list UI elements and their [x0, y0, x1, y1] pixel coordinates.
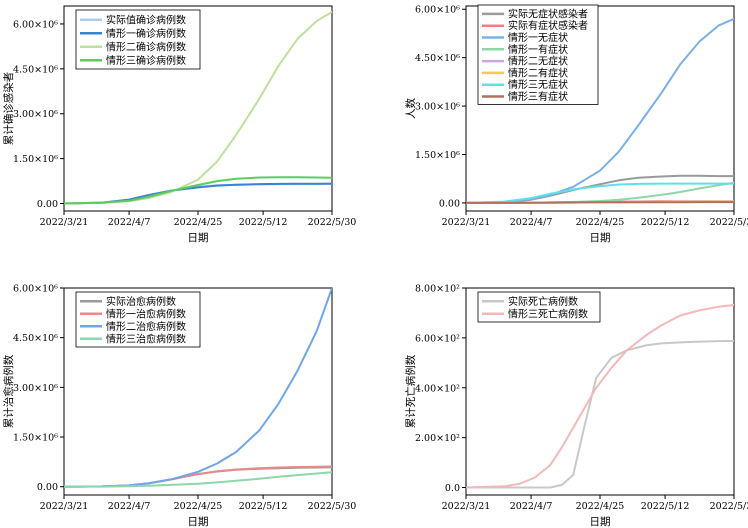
x-axis-title: 日期: [590, 232, 611, 244]
legend-entry: 情形三死亡病例数: [508, 307, 588, 320]
chart-panel-3: 0.00 1.50×10⁶ 3.00×10⁶ 4.50×10⁶ 6.00×10⁶ 2022…: [2, 284, 356, 528]
y-axis-title: 累计确诊感染者: [2, 72, 15, 146]
y-tick-label: 8.00×10²: [415, 284, 460, 295]
x-tick-label: 2022/4/7: [510, 501, 553, 512]
x-tick-label: 2022/5/30: [710, 501, 748, 512]
x-tick-label: 2022/4/25: [174, 501, 223, 512]
series-group: [64, 288, 332, 488]
y-tick-label: 1.50×10⁶: [13, 154, 58, 165]
x-tick-label: 2022/3/21: [442, 501, 491, 512]
legend-entry: 实际治愈病例数: [106, 295, 176, 308]
y-tick-label: 0.0: [445, 483, 460, 494]
x-tick-label: 2022/4/25: [576, 501, 625, 512]
x-tick-label: 2022/5/30: [710, 217, 748, 228]
legend-entry: 情形二无症状: [508, 55, 568, 68]
y-tick-label: 6.00×10⁶: [13, 19, 58, 30]
y-tick-label: 6.00×10²: [415, 333, 460, 344]
y-axis-title: 累计死亡病例数: [404, 354, 417, 428]
series-group: [466, 17, 734, 204]
y-tick-label: 4.50×10⁶: [13, 64, 58, 75]
legend-entry: 情形一治愈病例数: [106, 307, 186, 320]
legend-entry: 实际值确诊病例数: [106, 13, 186, 26]
series-line: [64, 182, 332, 205]
chart-panel-4: 0.0 2.00×10² 4.00×10² 6.00×10² 8.00×10² 2022/…: [404, 284, 748, 528]
x-axis-title: 日期: [590, 516, 611, 528]
legend-entry: 情形二确诊病例数: [106, 40, 186, 53]
y-tick-label: 1.50×10⁶: [13, 433, 58, 444]
legend-entry: 情形三治愈病例数: [106, 332, 186, 345]
legend-box: [477, 291, 601, 323]
x-tick-label: 2022/4/7: [108, 501, 151, 512]
x-tick-label: 2022/5/12: [641, 217, 690, 228]
series-group: [466, 304, 734, 489]
y-tick-label: 3.00×10⁶: [13, 109, 58, 120]
legend-entry: 实际无症状感染者: [508, 7, 588, 20]
y-tick-label: 4.50×10⁶: [415, 53, 460, 64]
series-line: [466, 304, 734, 489]
y-tick-label: 3.00×10⁶: [415, 102, 460, 113]
series-line: [466, 339, 734, 489]
series-line: [466, 182, 734, 204]
x-tick-label: 2022/5/12: [641, 501, 690, 512]
x-tick-label: 2022/4/7: [510, 217, 553, 228]
x-axis-title: 日期: [188, 516, 209, 528]
y-axis-title: 人数: [404, 98, 417, 119]
y-tick-label: 2.00×10²: [415, 433, 460, 444]
y-tick-label: 0.00: [439, 198, 460, 209]
series-line: [64, 176, 332, 205]
legend-entry: 情形一有症状: [508, 43, 568, 56]
x-tick-label: 2022/3/21: [40, 501, 89, 512]
legend-entry: 情形二治愈病例数: [106, 320, 186, 333]
legend-entry: 实际有症状感染者: [508, 19, 588, 32]
series-group: [64, 11, 332, 205]
y-tick-label: 6.00×10⁶: [415, 5, 460, 16]
y-tick-label: 1.50×10⁶: [415, 150, 460, 161]
y-tick-label: 4.00×10²: [415, 383, 460, 394]
legend-box: [477, 4, 599, 105]
legend-entry: 情形一确诊病例数: [106, 27, 186, 40]
x-tick-label: 2022/3/21: [40, 217, 89, 228]
y-tick-label: 6.00×10⁶: [13, 284, 58, 295]
legend-entry: 实际死亡病例数: [508, 295, 578, 308]
legend-entry: 情形三无症状: [508, 78, 568, 91]
x-tick-label: 2022/4/7: [108, 217, 151, 228]
x-axis-title: 日期: [188, 232, 209, 244]
x-tick-label: 2022/5/12: [239, 217, 288, 228]
y-tick-label: 0.00: [37, 199, 58, 210]
chart-panel-2: 0.00 1.50×10⁶ 3.00×10⁶ 4.50×10⁶ 6.00×10⁶ 2022…: [404, 4, 748, 244]
x-tick-label: 2022/5/30: [308, 501, 357, 512]
x-tick-label: 2022/3/21: [442, 217, 491, 228]
legend-entry: 情形三确诊病例数: [106, 54, 186, 67]
chart-panel-1: 0.00 1.50×10⁶ 3.00×10⁶ 4.50×10⁶ 6.00×10⁶ 2022…: [2, 5, 357, 244]
legend-entry: 情形二有症状: [508, 66, 568, 79]
y-tick-label: 3.00×10⁶: [13, 383, 58, 394]
y-axis-title: 累计治愈病例数: [2, 354, 15, 428]
x-tick-label: 2022/4/25: [174, 217, 223, 228]
x-tick-label: 2022/5/30: [308, 217, 357, 228]
y-tick-label: 0.00: [37, 482, 58, 493]
series-line: [64, 471, 332, 488]
legend-entry: 情形三有症状: [508, 90, 568, 103]
x-tick-label: 2022/4/25: [576, 217, 625, 228]
series-line: [466, 201, 734, 204]
y-tick-label: 4.50×10⁶: [13, 333, 58, 344]
legend-entry: 情形一无症状: [508, 31, 568, 44]
x-tick-label: 2022/5/12: [239, 501, 288, 512]
